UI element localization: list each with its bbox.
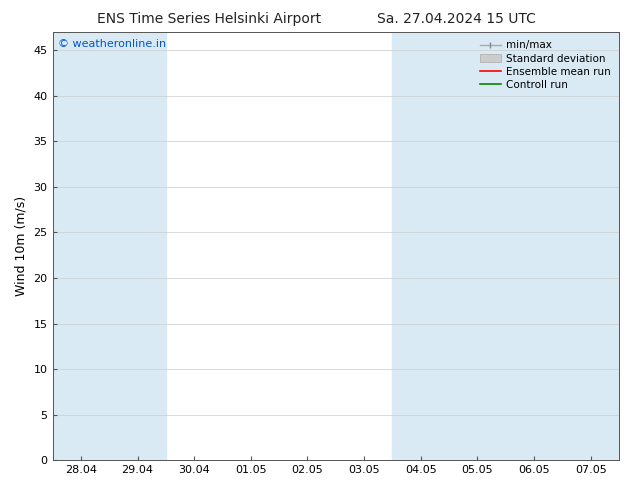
Text: © weatheronline.in: © weatheronline.in <box>58 39 166 49</box>
Bar <box>562 32 619 460</box>
Bar <box>506 32 562 460</box>
Y-axis label: Wind 10m (m/s): Wind 10m (m/s) <box>15 196 28 296</box>
Bar <box>109 32 166 460</box>
Text: ENS Time Series Helsinki Airport: ENS Time Series Helsinki Airport <box>97 12 321 26</box>
Text: Sa. 27.04.2024 15 UTC: Sa. 27.04.2024 15 UTC <box>377 12 536 26</box>
Bar <box>392 32 449 460</box>
Bar <box>449 32 506 460</box>
Legend: min/max, Standard deviation, Ensemble mean run, Controll run: min/max, Standard deviation, Ensemble me… <box>477 37 614 93</box>
Bar <box>53 32 109 460</box>
